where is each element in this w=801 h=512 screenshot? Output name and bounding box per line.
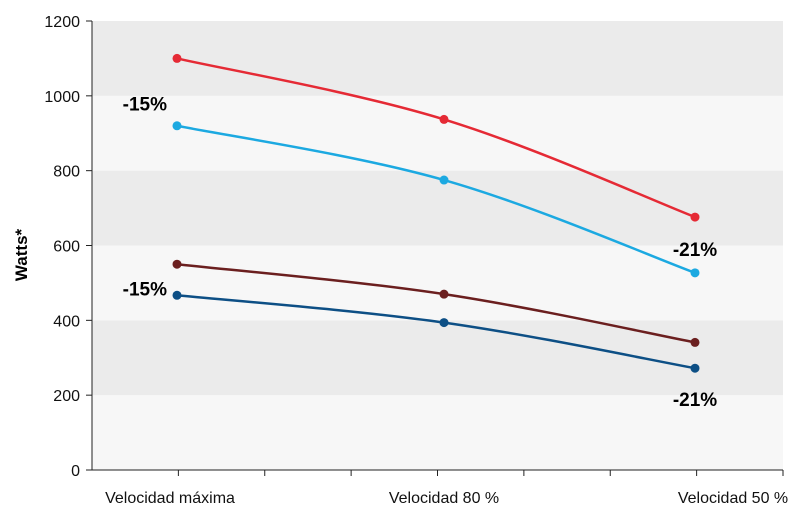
series-3	[172, 259, 700, 347]
y-axis-label: Watts*	[12, 228, 31, 281]
grid-band	[92, 95, 783, 171]
series-4	[172, 290, 700, 373]
grid-band	[92, 170, 783, 246]
data-point	[690, 337, 700, 347]
x-tick-label: Velocidad 50 %	[678, 490, 788, 507]
data-point	[439, 175, 449, 185]
grid-bands	[92, 21, 783, 470]
series-1	[172, 53, 700, 222]
data-point	[690, 363, 700, 373]
change-annotation: -21%	[673, 240, 717, 261]
change-annotation: -15%	[123, 94, 167, 115]
change-annotation: -15%	[123, 280, 167, 301]
data-point	[439, 318, 449, 328]
data-point	[172, 259, 182, 269]
grid-band	[92, 245, 783, 321]
y-tick-label: 400	[53, 313, 80, 330]
data-point	[172, 121, 182, 131]
series-layer	[172, 53, 700, 373]
y-tick-label: 200	[53, 388, 80, 405]
y-tick-label: 600	[53, 239, 80, 256]
y-tick-label: 0	[71, 463, 80, 480]
data-point	[172, 53, 182, 63]
x-tick-label: Velocidad máxima	[105, 490, 235, 507]
y-tick-label: 1200	[44, 14, 80, 31]
series-2	[172, 121, 700, 278]
grid-band	[92, 395, 783, 470]
data-point	[690, 212, 700, 222]
x-tick-labels: Velocidad máxima Velocidad 80 % Velocidad …	[105, 490, 788, 507]
annotations: -15% -15% -21% -21%	[123, 94, 718, 411]
y-tick-label: 1000	[44, 89, 80, 106]
y-tick-label: 800	[53, 164, 80, 181]
data-point	[439, 114, 449, 124]
change-annotation: -21%	[673, 390, 717, 411]
y-tick-labels: 0 200 400 600 800 1000 1200	[44, 14, 80, 480]
grid-band	[92, 320, 783, 396]
grid-band	[92, 21, 783, 96]
data-point	[690, 268, 700, 278]
axes	[86, 20, 784, 476]
data-point	[172, 290, 182, 300]
x-tick-label: Velocidad 80 %	[389, 490, 499, 507]
data-point	[439, 289, 449, 299]
